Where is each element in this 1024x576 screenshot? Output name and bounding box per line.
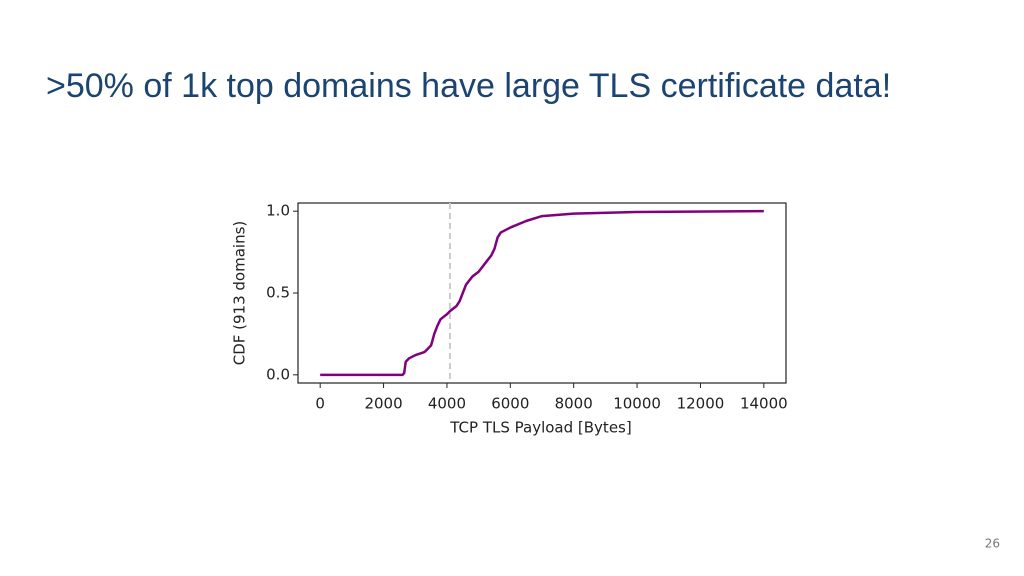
x-axis-label: TCP TLS Payload [Bytes] — [449, 419, 631, 437]
y-tick-label: 0.0 — [266, 365, 290, 383]
x-tick-label: 4000 — [428, 395, 466, 413]
x-tick-label: 0 — [315, 395, 325, 413]
x-tick-label: 2000 — [364, 395, 402, 413]
y-tick-label: 1.0 — [266, 202, 290, 220]
x-tick-label: 8000 — [555, 395, 593, 413]
x-tick-label: 10000 — [613, 395, 661, 413]
y-axis-label: CDF (913 domains) — [231, 221, 249, 366]
plot-frame — [297, 202, 787, 384]
y-tick-label: 0.5 — [266, 284, 290, 302]
cdf-line — [320, 209, 764, 377]
page-number: 26 — [985, 537, 1000, 551]
x-tick-label: 14000 — [740, 395, 788, 413]
slide-title: >50% of 1k top domains have large TLS ce… — [46, 67, 891, 105]
x-tick-label: 6000 — [491, 395, 529, 413]
x-tick-label: 12000 — [677, 395, 725, 413]
